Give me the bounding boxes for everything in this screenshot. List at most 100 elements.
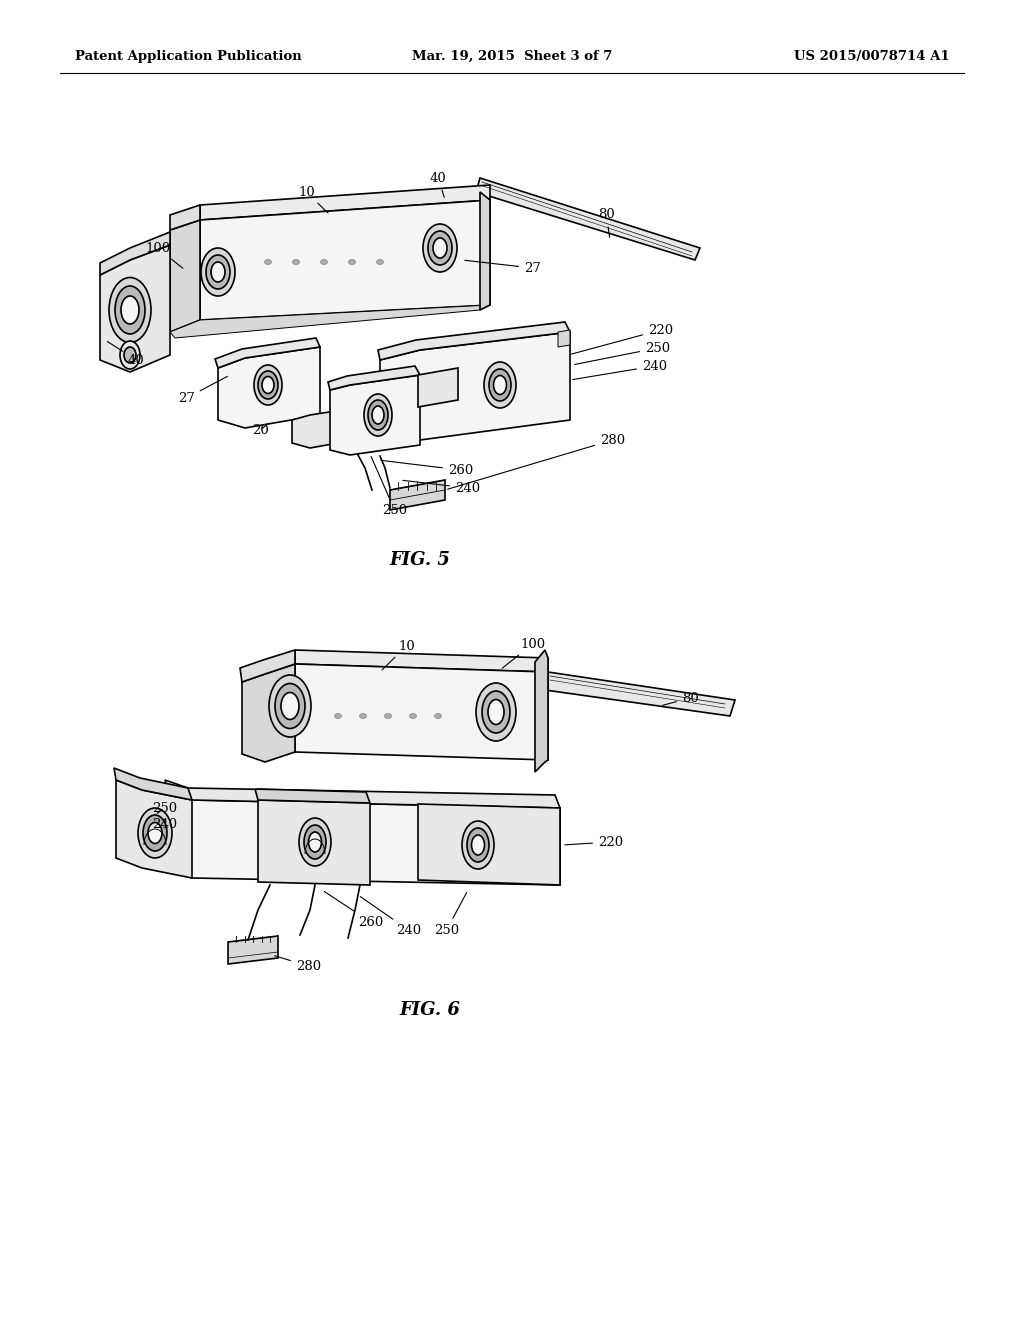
Ellipse shape (348, 260, 355, 264)
Ellipse shape (476, 682, 516, 741)
Text: 250: 250 (152, 801, 177, 814)
Ellipse shape (109, 277, 151, 342)
Text: 280: 280 (447, 433, 625, 490)
Ellipse shape (201, 248, 234, 296)
Text: US 2015/0078714 A1: US 2015/0078714 A1 (795, 50, 950, 63)
Ellipse shape (269, 675, 311, 737)
Text: 280: 280 (274, 956, 322, 973)
Text: 240: 240 (572, 359, 667, 380)
Ellipse shape (281, 693, 299, 719)
Polygon shape (170, 205, 200, 230)
Ellipse shape (335, 714, 341, 718)
Text: 20: 20 (252, 424, 268, 437)
Polygon shape (255, 789, 370, 803)
Polygon shape (330, 375, 420, 455)
Text: Mar. 19, 2015  Sheet 3 of 7: Mar. 19, 2015 Sheet 3 of 7 (412, 50, 612, 63)
Ellipse shape (206, 255, 230, 289)
Polygon shape (418, 804, 560, 884)
Text: 27: 27 (465, 260, 541, 275)
Ellipse shape (434, 714, 441, 718)
Ellipse shape (304, 825, 326, 859)
Ellipse shape (115, 286, 145, 334)
Polygon shape (218, 347, 319, 428)
Text: 250: 250 (371, 457, 408, 516)
Text: 10: 10 (382, 639, 415, 671)
Ellipse shape (368, 400, 388, 430)
Polygon shape (228, 936, 278, 964)
Ellipse shape (433, 238, 447, 257)
Polygon shape (292, 408, 355, 447)
Text: 80: 80 (598, 209, 614, 238)
Polygon shape (380, 333, 570, 440)
Text: FIG. 5: FIG. 5 (389, 550, 451, 569)
Polygon shape (378, 322, 570, 360)
Polygon shape (390, 480, 445, 510)
Text: 40: 40 (430, 172, 446, 198)
Text: 260: 260 (325, 891, 383, 928)
Ellipse shape (258, 371, 278, 399)
Text: 100: 100 (502, 638, 545, 668)
Polygon shape (328, 366, 420, 389)
Ellipse shape (120, 341, 140, 370)
Ellipse shape (359, 714, 367, 718)
Polygon shape (168, 793, 560, 884)
Polygon shape (258, 800, 370, 884)
Polygon shape (476, 178, 700, 260)
Ellipse shape (377, 260, 384, 264)
Text: Patent Application Publication: Patent Application Publication (75, 50, 302, 63)
Ellipse shape (293, 260, 299, 264)
Text: 250: 250 (434, 892, 467, 936)
Text: 220: 220 (570, 323, 673, 354)
Ellipse shape (138, 808, 172, 858)
Ellipse shape (308, 832, 322, 851)
Ellipse shape (148, 822, 162, 843)
Polygon shape (100, 246, 170, 372)
Ellipse shape (494, 375, 507, 395)
Ellipse shape (364, 393, 392, 436)
Ellipse shape (275, 684, 305, 729)
Polygon shape (100, 232, 170, 275)
Text: 80: 80 (663, 692, 698, 705)
Text: 250: 250 (574, 342, 670, 364)
Ellipse shape (410, 714, 417, 718)
Text: 10: 10 (298, 186, 328, 213)
Text: FIG. 6: FIG. 6 (399, 1001, 461, 1019)
Ellipse shape (423, 224, 457, 272)
Ellipse shape (211, 261, 225, 282)
Text: 100: 100 (145, 242, 183, 268)
Polygon shape (170, 220, 200, 333)
Ellipse shape (467, 828, 489, 862)
Text: 260: 260 (381, 461, 473, 477)
Ellipse shape (264, 260, 271, 264)
Polygon shape (535, 649, 548, 772)
Polygon shape (215, 338, 319, 368)
Ellipse shape (121, 296, 139, 323)
Ellipse shape (254, 366, 282, 405)
Text: 240: 240 (152, 818, 177, 832)
Polygon shape (114, 768, 193, 800)
Ellipse shape (143, 814, 167, 851)
Ellipse shape (482, 690, 510, 733)
Ellipse shape (262, 376, 274, 393)
Polygon shape (170, 305, 490, 338)
Text: 240: 240 (360, 896, 421, 936)
Polygon shape (558, 330, 570, 347)
Text: 27: 27 (178, 376, 227, 404)
Ellipse shape (299, 818, 331, 866)
Ellipse shape (321, 260, 328, 264)
Polygon shape (200, 201, 490, 319)
Text: 40: 40 (108, 342, 144, 367)
Polygon shape (242, 664, 295, 762)
Polygon shape (418, 368, 458, 407)
Ellipse shape (384, 714, 391, 718)
Ellipse shape (124, 347, 136, 363)
Ellipse shape (462, 821, 494, 869)
Ellipse shape (471, 836, 484, 855)
Polygon shape (240, 649, 295, 682)
Ellipse shape (372, 407, 384, 424)
Text: 220: 220 (565, 836, 624, 849)
Polygon shape (545, 672, 735, 715)
Ellipse shape (488, 700, 504, 725)
Polygon shape (480, 191, 490, 310)
Ellipse shape (428, 231, 452, 265)
